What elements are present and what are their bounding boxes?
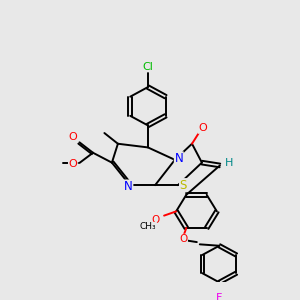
Text: Cl: Cl: [142, 62, 153, 72]
Text: O: O: [179, 234, 188, 244]
Text: O: O: [68, 159, 77, 169]
Text: CH₃: CH₃: [140, 222, 157, 231]
Text: N: N: [174, 152, 183, 165]
Text: O: O: [152, 215, 160, 225]
Text: F: F: [216, 293, 223, 300]
Text: S: S: [180, 179, 187, 192]
Text: O: O: [68, 132, 77, 142]
Text: H: H: [225, 158, 233, 168]
Text: O: O: [198, 123, 207, 133]
Text: N: N: [124, 180, 133, 193]
